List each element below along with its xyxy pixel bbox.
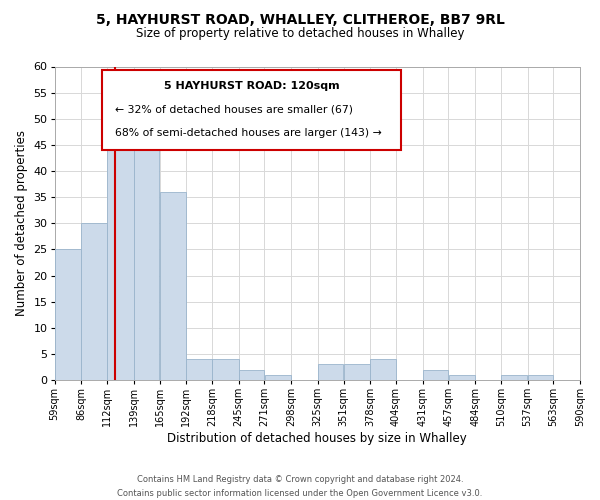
Bar bbox=[527, 375, 553, 380]
Text: Contains HM Land Registry data © Crown copyright and database right 2024.
Contai: Contains HM Land Registry data © Crown c… bbox=[118, 476, 482, 498]
Bar bbox=[187, 359, 212, 380]
Bar bbox=[82, 224, 107, 380]
Bar bbox=[370, 359, 396, 380]
X-axis label: Distribution of detached houses by size in Whalley: Distribution of detached houses by size … bbox=[167, 432, 467, 445]
Bar bbox=[344, 364, 370, 380]
Text: Size of property relative to detached houses in Whalley: Size of property relative to detached ho… bbox=[136, 28, 464, 40]
Bar bbox=[212, 359, 239, 380]
Text: 5 HAYHURST ROAD: 120sqm: 5 HAYHURST ROAD: 120sqm bbox=[164, 80, 340, 90]
Text: 68% of semi-detached houses are larger (143) →: 68% of semi-detached houses are larger (… bbox=[115, 128, 382, 138]
Bar bbox=[134, 140, 160, 380]
Bar bbox=[107, 124, 134, 380]
Text: ← 32% of detached houses are smaller (67): ← 32% of detached houses are smaller (67… bbox=[115, 104, 353, 114]
Bar bbox=[239, 370, 264, 380]
Bar bbox=[318, 364, 343, 380]
Bar bbox=[55, 250, 81, 380]
Bar bbox=[423, 370, 448, 380]
Text: 5, HAYHURST ROAD, WHALLEY, CLITHEROE, BB7 9RL: 5, HAYHURST ROAD, WHALLEY, CLITHEROE, BB… bbox=[95, 12, 505, 26]
FancyBboxPatch shape bbox=[102, 70, 401, 150]
Bar bbox=[160, 192, 186, 380]
Bar bbox=[449, 375, 475, 380]
Bar bbox=[265, 375, 291, 380]
Bar bbox=[501, 375, 527, 380]
Y-axis label: Number of detached properties: Number of detached properties bbox=[15, 130, 28, 316]
